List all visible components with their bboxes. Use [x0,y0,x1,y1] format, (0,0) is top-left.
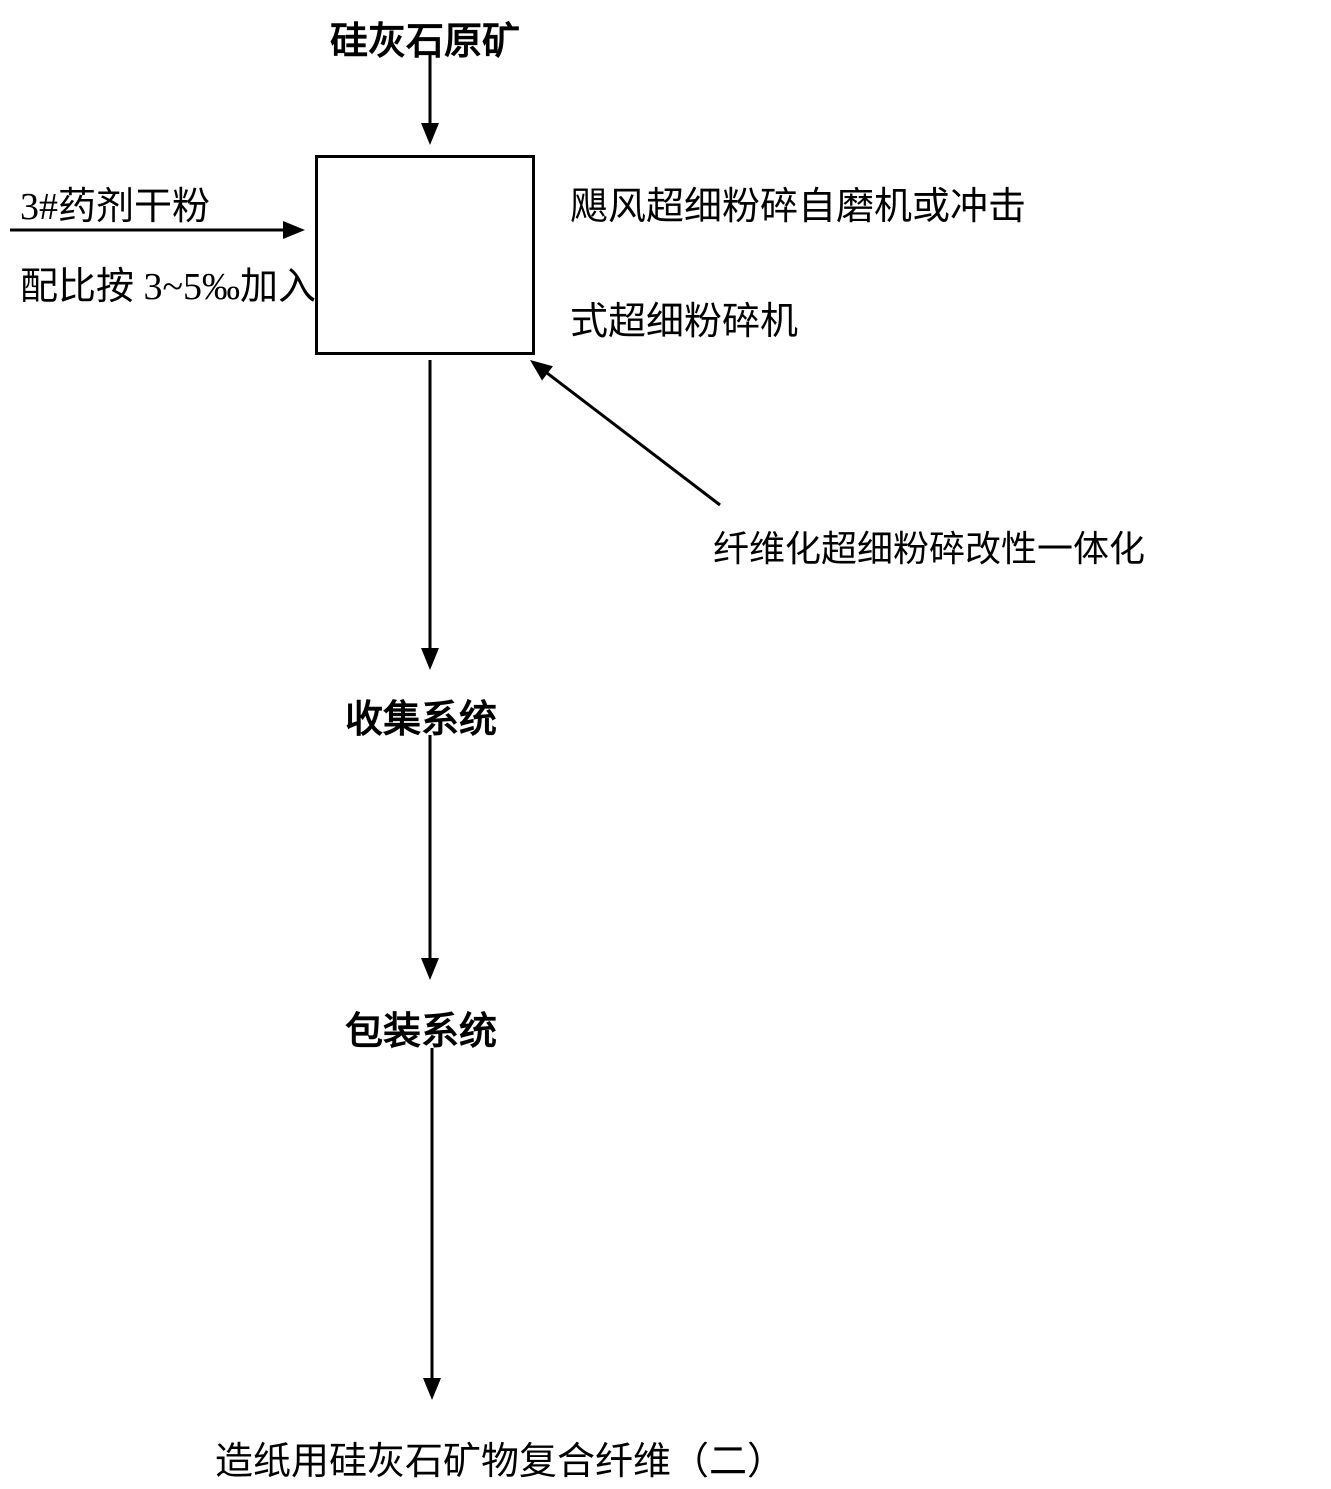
label-top: 硅灰石原矿 [330,10,520,65]
label-right-top: 飓风超细粉碎自磨机或冲击 [570,175,1026,230]
label-bottom: 造纸用硅灰石矿物复合纤维（二） [215,1430,785,1485]
label-collect: 收集系统 [345,688,497,743]
label-package: 包装系统 [345,1000,497,1055]
label-left-top: 3#药剂干粉 [20,175,210,230]
label-right-bottom: 式超细粉碎机 [570,290,798,345]
label-left-bottom: 配比按 3~5‰加入 [20,255,316,310]
process-box [315,155,535,355]
label-right-lower: 纤维化超细粉碎改性一体化 [713,520,1145,572]
